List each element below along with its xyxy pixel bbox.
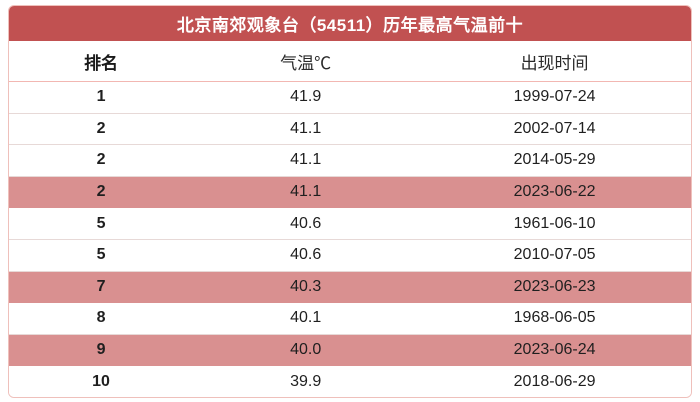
table-row: 7 40.3 2023-06-23 <box>9 271 691 304</box>
table-row: 5 40.6 2010-07-05 <box>9 239 691 272</box>
temperature-cell: 40.0 <box>290 341 322 359</box>
date-cell: 2014-05-29 <box>513 151 596 169</box>
temperature-cell: 41.1 <box>290 183 322 201</box>
rank-cell: 10 <box>92 372 110 390</box>
rank-cell: 1 <box>96 88 106 106</box>
card-title: 北京南郊观象台（54511）历年最高气温前十 <box>9 6 691 41</box>
rank-cell: 9 <box>96 341 106 359</box>
table-body: 1 41.9 1999-07-24 2 41.1 2002-07-14 2 41.1 2014-… <box>9 82 691 397</box>
date-cell: 2002-07-14 <box>513 119 596 137</box>
table-row: 2 41.1 2002-07-14 <box>9 113 691 146</box>
rank-cell: 2 <box>96 151 106 169</box>
rank-cell: 8 <box>96 309 106 327</box>
table-row: 1 41.9 1999-07-24 <box>9 82 691 114</box>
temperature-cell: 40.3 <box>290 277 322 295</box>
rank-cell: 2 <box>96 119 106 137</box>
date-cell: 2023-06-24 <box>513 341 596 359</box>
rank-cell: 5 <box>96 246 106 264</box>
table-row: 2 41.1 2014-05-29 <box>9 145 691 177</box>
column-header-rank: 排名 <box>84 53 119 73</box>
date-cell: 1968-06-05 <box>513 309 596 327</box>
temperature-cell: 41.1 <box>290 151 322 169</box>
date-cell: 1999-07-24 <box>513 88 596 106</box>
temperature-cell: 41.1 <box>290 119 322 137</box>
table-row: 9 40.0 2023-06-24 <box>9 334 691 367</box>
temperature-cell: 41.9 <box>290 88 322 106</box>
temperature-ranking-card: 北京南郊观象台（54511）历年最高气温前十 排名 气温℃ 出现时间 1 41.9… <box>8 5 692 398</box>
column-header-temperature: 气温℃ <box>280 53 332 73</box>
table-row: 2 41.1 2023-06-22 <box>9 176 691 209</box>
temperature-cell: 40.6 <box>290 246 322 264</box>
date-cell: 2023-06-22 <box>513 183 596 201</box>
temperature-cell: 39.9 <box>290 372 322 390</box>
temperature-cell: 40.6 <box>290 214 322 232</box>
column-header-date: 出现时间 <box>520 53 589 73</box>
rank-cell: 5 <box>96 214 106 232</box>
rank-cell: 2 <box>96 183 106 201</box>
table-row: 8 40.1 1968-06-05 <box>9 303 691 335</box>
date-cell: 1961-06-10 <box>513 214 596 232</box>
table-header-row: 排名 气温℃ 出现时间 <box>9 41 691 82</box>
temperature-cell: 40.1 <box>290 309 322 327</box>
table-row: 5 40.6 1961-06-10 <box>9 208 691 240</box>
date-cell: 2023-06-23 <box>513 277 596 295</box>
rank-cell: 7 <box>96 277 106 295</box>
date-cell: 2018-06-29 <box>513 372 596 390</box>
table-row: 10 39.9 2018-06-29 <box>9 366 691 397</box>
date-cell: 2010-07-05 <box>513 246 596 264</box>
